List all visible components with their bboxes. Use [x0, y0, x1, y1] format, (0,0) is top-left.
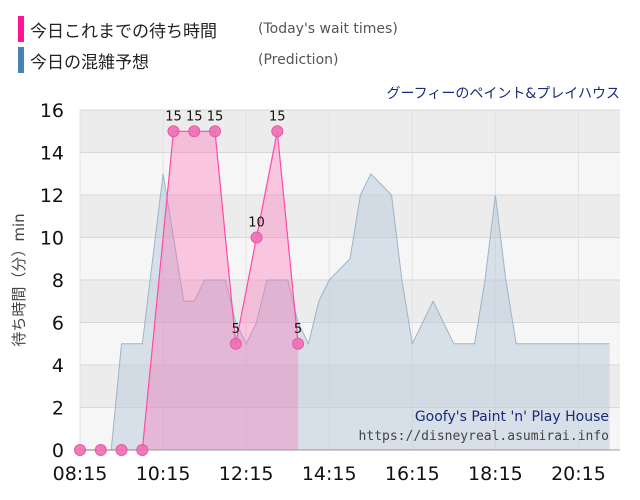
legend-today-swatch — [18, 16, 24, 42]
y-axis-label: 待ち時間（分）min — [10, 213, 28, 346]
plot-band — [80, 152, 620, 195]
legend-today-label: 今日これまでの待ち時間 — [30, 21, 217, 42]
y-tick-label: 12 — [40, 185, 64, 207]
today-point — [115, 444, 128, 456]
x-tick-label: 20:15 — [551, 463, 606, 485]
x-tick-label: 16:15 — [385, 463, 440, 485]
legend-today: 今日これまでの待ち時間 — [18, 16, 217, 42]
y-tick-label: 16 — [40, 100, 64, 122]
today-point — [229, 337, 242, 350]
today-area — [80, 131, 299, 451]
y-tick-label: 10 — [40, 228, 64, 250]
today-point — [188, 125, 201, 138]
legend-prediction-label: 今日の混雑予想 — [30, 52, 149, 73]
attraction-title: グーフィーのペイント&プレイハウス — [386, 86, 620, 102]
today-point — [167, 125, 180, 138]
legend-today-note: (Today's wait times) — [258, 21, 398, 37]
x-tick-label: 10:15 — [136, 463, 191, 485]
plot-band — [80, 110, 620, 153]
watermark-url: https://disneyreal.asumirai.info — [359, 429, 609, 444]
y-tick-label: 8 — [52, 270, 64, 292]
today-data-label: 15 — [207, 109, 224, 124]
today-data-label: 15 — [165, 109, 182, 124]
today-point — [94, 444, 107, 456]
y-tick-label: 2 — [52, 398, 64, 420]
today-point — [250, 231, 263, 244]
y-tick-label: 14 — [40, 143, 64, 165]
x-tick-label: 18:15 — [468, 463, 523, 485]
prediction-area — [90, 173, 610, 451]
today-data-label: 15 — [269, 109, 286, 124]
y-tick-label: 4 — [52, 355, 64, 377]
legend-prediction: 今日の混雑予想 — [18, 47, 149, 73]
today-point — [292, 337, 305, 350]
y-tick-label: 0 — [52, 440, 64, 462]
prediction-line — [90, 172, 610, 451]
today-data-label: 15 — [186, 109, 203, 124]
today-data-label: 10 — [248, 216, 265, 231]
today-data-label: 5 — [294, 322, 302, 337]
y-tick-label: 6 — [52, 313, 64, 335]
today-point — [136, 444, 149, 456]
x-tick-label: 08:15 — [53, 463, 108, 485]
today-data-label: 5 — [232, 322, 240, 337]
today-point — [271, 125, 284, 138]
today-point — [209, 125, 221, 138]
watermark-name: Goofy's Paint 'n' Play House — [415, 409, 609, 425]
today-point — [74, 444, 86, 456]
legend-prediction-note: (Prediction) — [258, 52, 339, 68]
legend-prediction-swatch — [18, 47, 24, 73]
x-tick-label: 12:15 — [219, 463, 274, 485]
x-tick-label: 14:15 — [302, 463, 357, 485]
